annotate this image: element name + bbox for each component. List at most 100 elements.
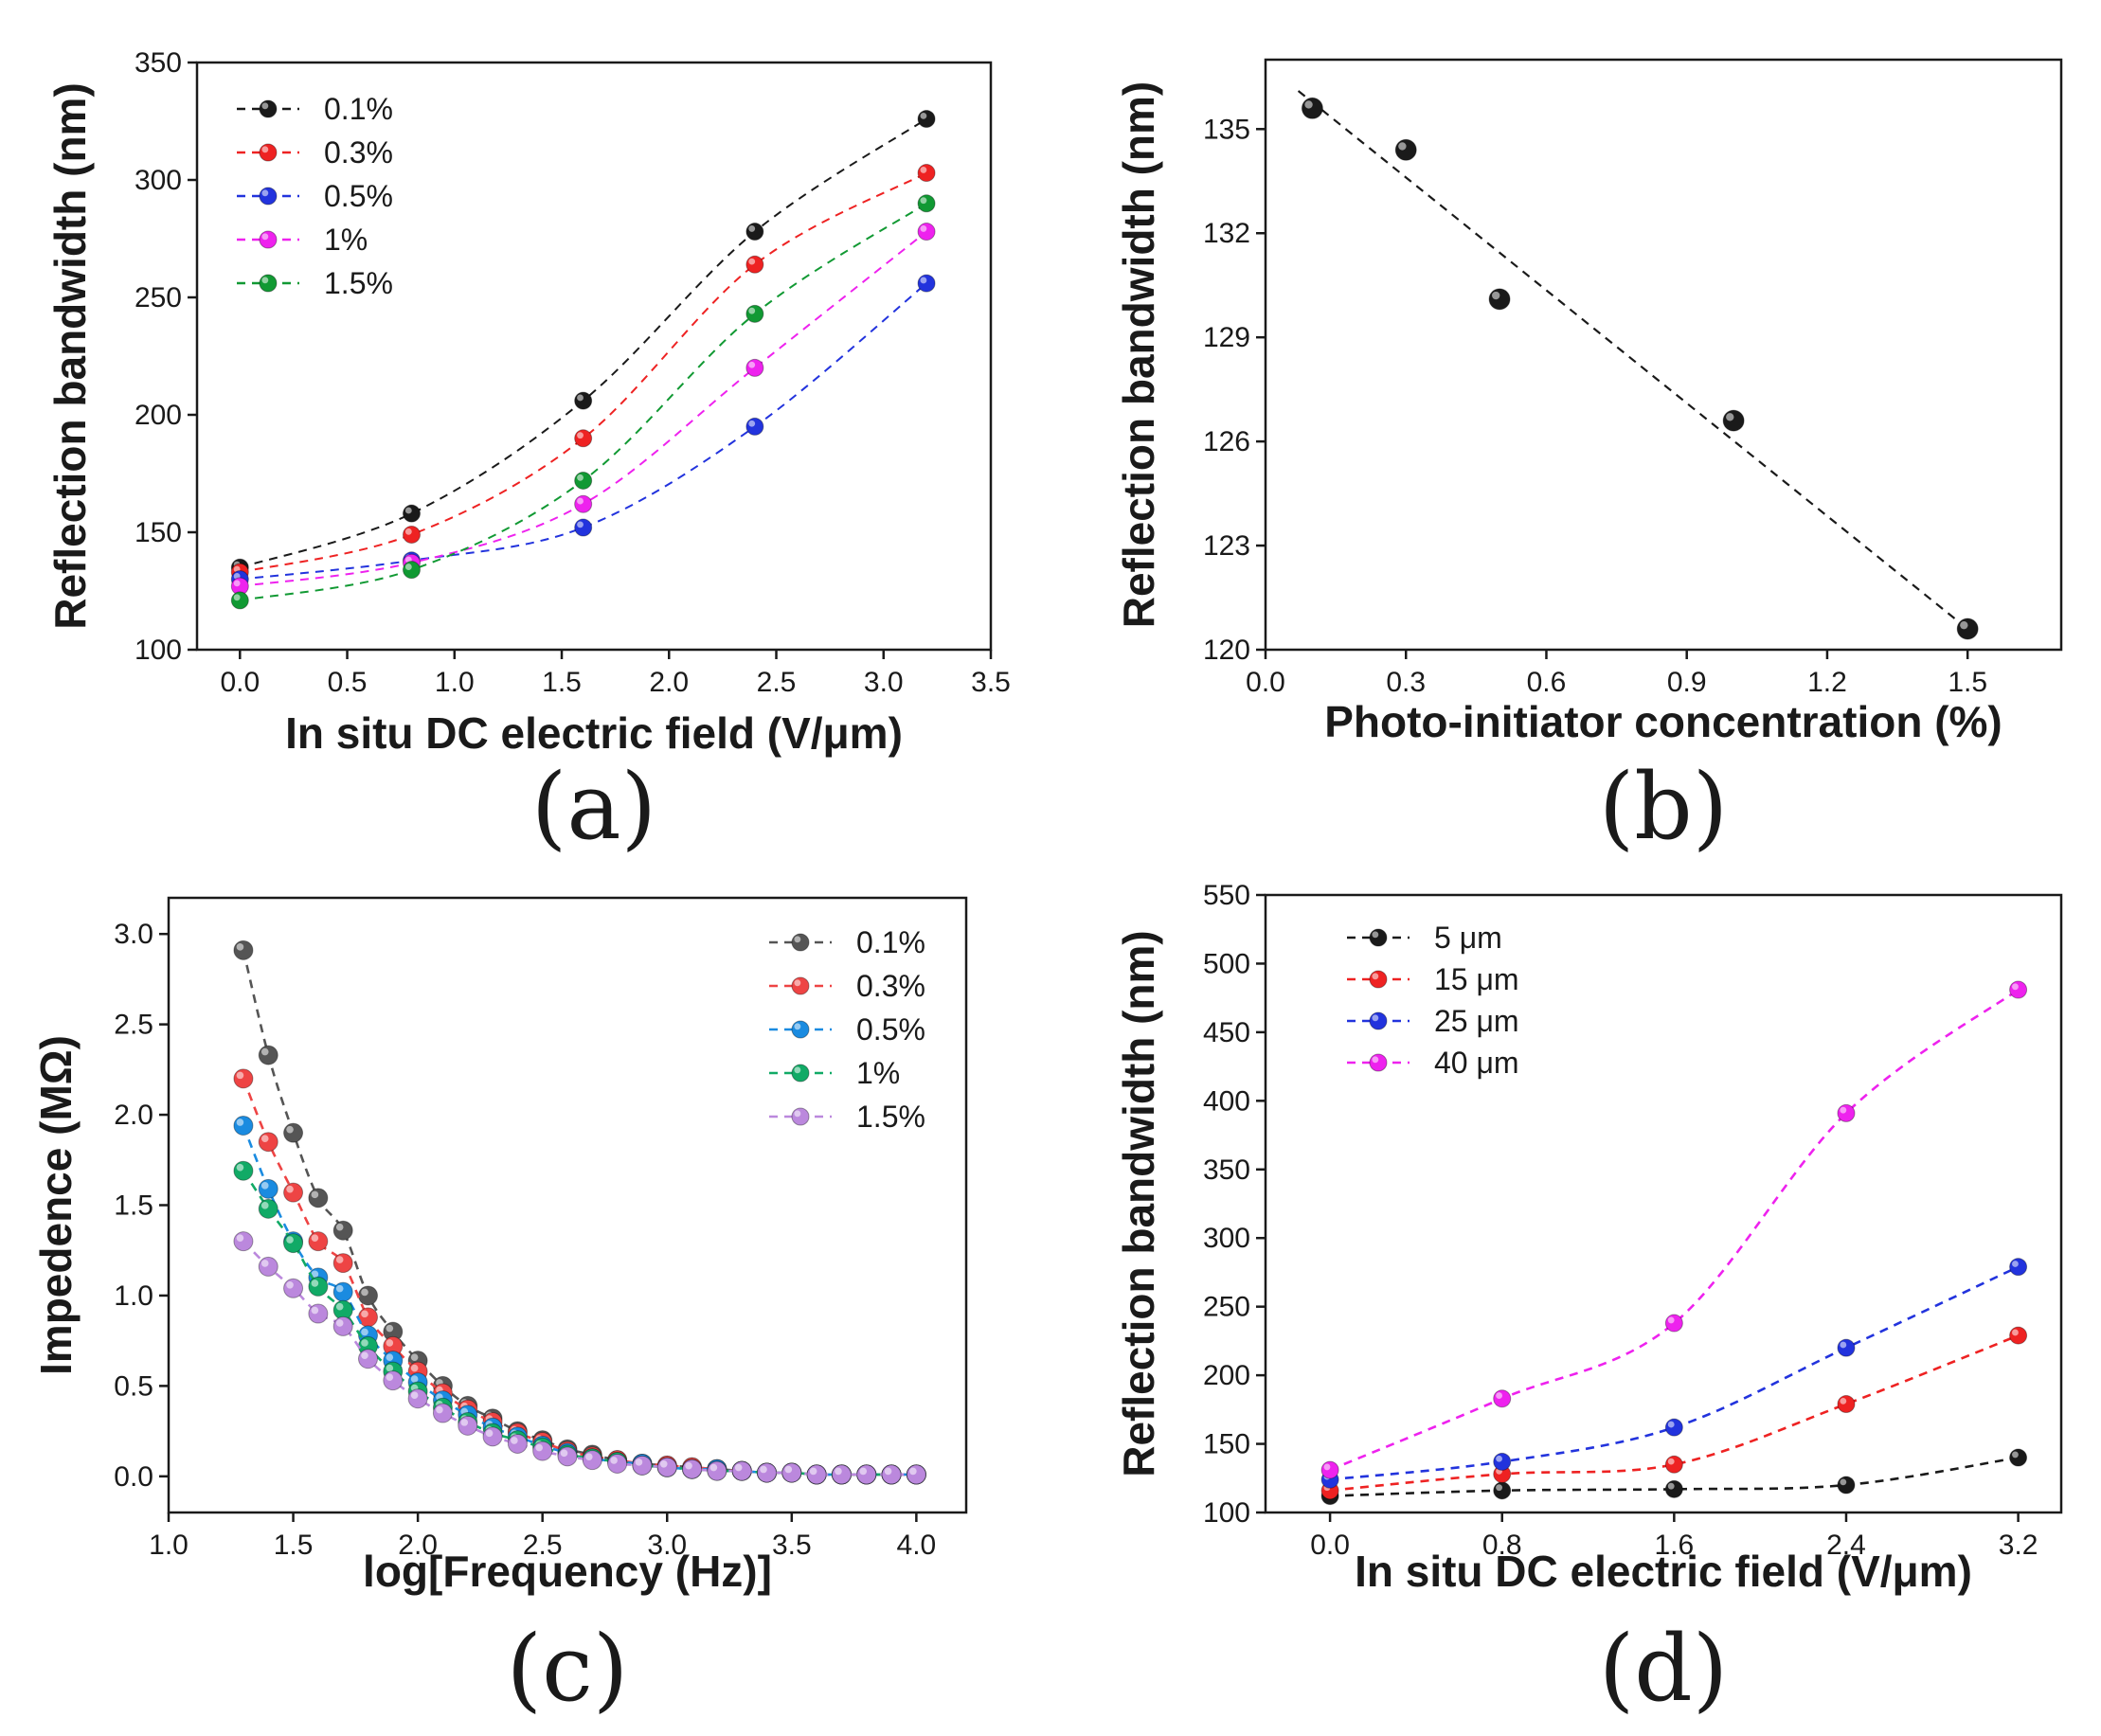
data-point bbox=[917, 223, 936, 242]
data-point bbox=[781, 1462, 802, 1483]
x-tick-label: 1.6 bbox=[1654, 1530, 1694, 1561]
data-point-highlight bbox=[884, 1467, 892, 1476]
data-point-body bbox=[607, 1453, 628, 1474]
data-point-highlight bbox=[386, 1373, 394, 1381]
legend-entry: 15 μm bbox=[1434, 962, 1519, 996]
data-point bbox=[917, 274, 936, 293]
data-point-body bbox=[258, 1045, 278, 1065]
data-point-highlight bbox=[404, 507, 412, 514]
data-point-body bbox=[856, 1464, 877, 1485]
data-point-body bbox=[906, 1464, 926, 1485]
data-point bbox=[917, 110, 936, 129]
data-point bbox=[2009, 1326, 2028, 1345]
data-point-highlight bbox=[386, 1339, 394, 1347]
data-point-highlight bbox=[784, 1465, 793, 1474]
x-tick-label: 0.3 bbox=[1386, 667, 1426, 698]
data-point bbox=[1664, 1455, 1683, 1474]
x-tick-label: 0.6 bbox=[1527, 667, 1567, 698]
data-point bbox=[402, 504, 421, 523]
data-point-body bbox=[881, 1464, 902, 1485]
x-tick-label: 3.5 bbox=[971, 667, 1011, 698]
y-tick-label: 2.0 bbox=[114, 1100, 153, 1131]
y-tick-label: 123 bbox=[1203, 530, 1250, 562]
data-point bbox=[1493, 1389, 1512, 1408]
data-point bbox=[682, 1459, 703, 1479]
data-point-highlight bbox=[920, 197, 927, 205]
y-tick-label: 3.0 bbox=[114, 919, 153, 950]
data-point bbox=[745, 223, 764, 242]
data-point bbox=[574, 471, 593, 490]
data-point-highlight bbox=[335, 1284, 344, 1293]
data-point bbox=[332, 1220, 353, 1241]
data-point bbox=[233, 1231, 254, 1252]
data-point-highlight bbox=[311, 1190, 319, 1199]
x-tick-label: 1.5 bbox=[542, 667, 582, 698]
y-axis-label: Reflection bandwidth (nm) bbox=[45, 82, 95, 630]
legend-marker bbox=[791, 1064, 810, 1083]
chart-panel-d: 0.0 0.8 1.6 2.4 3.2 100 150 200 250 300 350 400 450 5… bbox=[1114, 880, 2063, 1722]
data-point-body bbox=[482, 1426, 503, 1447]
data-point-highlight bbox=[485, 1429, 494, 1438]
data-point bbox=[308, 1303, 329, 1324]
data-point bbox=[358, 1349, 378, 1369]
x-tick-label: 4.0 bbox=[897, 1530, 937, 1561]
legend-marker-body bbox=[259, 99, 278, 118]
data-point bbox=[283, 1278, 304, 1298]
data-point-body bbox=[1301, 97, 1323, 119]
data-point-highlight bbox=[577, 474, 584, 481]
data-point-highlight bbox=[233, 594, 241, 601]
data-point-highlight bbox=[386, 1364, 394, 1372]
data-point bbox=[402, 525, 421, 544]
data-point bbox=[656, 1457, 677, 1477]
legend-entry: 0.5% bbox=[324, 179, 393, 213]
data-point-body bbox=[283, 1122, 304, 1143]
series-line-3 bbox=[240, 230, 927, 587]
legend-marker-body bbox=[791, 1020, 810, 1039]
data-point-body bbox=[574, 391, 593, 410]
data-point-highlight bbox=[361, 1288, 368, 1297]
legend-marker-body bbox=[791, 1107, 810, 1126]
y-tick-label: 250 bbox=[135, 282, 182, 313]
data-point bbox=[233, 1160, 254, 1181]
x-tick-label: 2.5 bbox=[757, 667, 797, 698]
data-point-body bbox=[258, 1132, 278, 1153]
y-tick-label: 0.0 bbox=[114, 1461, 153, 1493]
data-point-body bbox=[2009, 1448, 2028, 1467]
data-point bbox=[308, 1276, 329, 1297]
x-tick-label: 2.5 bbox=[523, 1530, 563, 1561]
data-point bbox=[407, 1388, 428, 1409]
data-point-highlight bbox=[361, 1339, 368, 1347]
y-tick-label: 300 bbox=[1203, 1223, 1250, 1254]
data-point-body bbox=[1837, 1476, 1856, 1494]
y-tick-label: 1.5 bbox=[114, 1190, 153, 1222]
data-point bbox=[831, 1464, 852, 1485]
data-point bbox=[308, 1231, 329, 1252]
data-point-body bbox=[332, 1315, 353, 1336]
data-point bbox=[1394, 138, 1417, 161]
data-point-body bbox=[682, 1459, 703, 1479]
y-tick-label: 129 bbox=[1203, 322, 1250, 353]
data-point-highlight bbox=[311, 1234, 319, 1242]
legend-marker-highlight bbox=[261, 189, 269, 197]
legend-marker bbox=[259, 99, 278, 118]
data-point bbox=[632, 1455, 653, 1476]
data-point bbox=[308, 1188, 329, 1208]
data-point-body bbox=[332, 1281, 353, 1302]
panel-label: (d) bbox=[1599, 1616, 1728, 1722]
data-point-body bbox=[557, 1446, 578, 1467]
data-point-body bbox=[233, 1160, 254, 1181]
x-tick-label: 0.0 bbox=[1310, 1530, 1350, 1561]
data-point-body bbox=[258, 1178, 278, 1199]
data-point-highlight bbox=[585, 1453, 593, 1460]
series-line-2 bbox=[1329, 1265, 2020, 1481]
data-point bbox=[358, 1307, 378, 1328]
data-point-body bbox=[917, 223, 936, 242]
data-point-highlight bbox=[1667, 1458, 1675, 1465]
data-point-body bbox=[407, 1388, 428, 1409]
data-point-body bbox=[532, 1441, 553, 1461]
data-point bbox=[1956, 617, 1979, 640]
data-point bbox=[2009, 1258, 2028, 1277]
data-point bbox=[917, 164, 936, 183]
data-point-body bbox=[831, 1464, 852, 1485]
legend-entry: 1% bbox=[856, 1056, 900, 1090]
